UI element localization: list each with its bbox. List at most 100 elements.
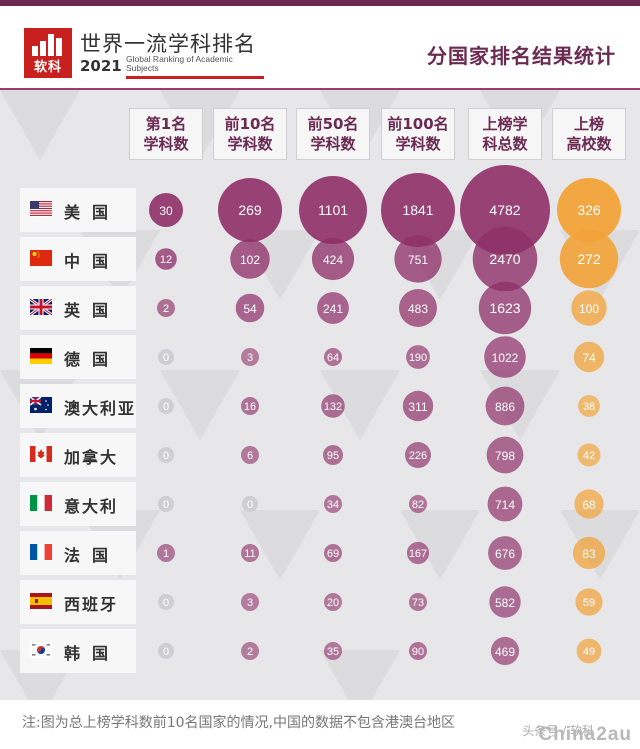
bubble — [324, 544, 342, 562]
bubble — [158, 496, 174, 512]
bubble — [399, 289, 437, 327]
bubble-value-label: 311 — [408, 400, 427, 414]
country-row-label: 意大利 — [20, 482, 136, 526]
title-underline — [126, 76, 264, 79]
watermark-large: China2au — [538, 724, 632, 745]
bubble-value-label: 68 — [582, 498, 596, 512]
bubble-value-label: 2 — [163, 303, 169, 315]
country-name: 法国 — [64, 546, 121, 565]
bubble-value-label: 100 — [579, 302, 599, 316]
column-header-line: 学科数 — [395, 135, 441, 153]
bubble — [559, 229, 619, 289]
country-name: 澳大利亚 — [64, 399, 137, 418]
column-header-line: 科总数 — [482, 135, 528, 153]
bubble-value-label: 1101 — [318, 202, 348, 218]
bubble — [578, 395, 600, 417]
korea-flag-icon — [30, 642, 52, 658]
bubble-value-label: 83 — [582, 547, 596, 561]
france-flag-icon — [30, 544, 52, 560]
country-row-label: 中国 — [20, 237, 136, 281]
logo-text: 软科 — [33, 60, 62, 75]
china-flag-icon — [30, 250, 52, 266]
bubble-value-label: 69 — [327, 548, 339, 560]
bubble — [242, 496, 258, 512]
bubble — [311, 237, 355, 281]
column-header-3: 前50名 学科数 — [296, 108, 370, 160]
bubble-value-label: 34 — [327, 499, 339, 511]
bubble-value-label: 424 — [323, 253, 343, 267]
column-header-2: 前10名 学科数 — [213, 108, 287, 160]
header: 软科 世界一流学科排名 2021 Global Ranking of Acade… — [0, 6, 640, 90]
bubble — [149, 193, 183, 227]
bubble — [157, 544, 175, 562]
logo-bars-icon — [30, 34, 66, 56]
bubble — [235, 293, 265, 323]
bubble-value-label: 30 — [159, 204, 173, 218]
bubble — [241, 348, 259, 366]
germany-flag-icon — [30, 348, 52, 364]
bubble — [158, 398, 174, 414]
column-header-line: 学科数 — [143, 135, 189, 153]
bubble-value-label: 0 — [247, 499, 253, 511]
bubble-value-label: 167 — [409, 548, 427, 560]
uk-flag-icon — [29, 297, 53, 317]
bubble-value-label: 3 — [247, 597, 253, 609]
bubble — [460, 165, 550, 255]
column-header-line: 第1名 — [145, 115, 187, 133]
column-header-5: 上榜学 科总数 — [468, 108, 542, 160]
bubble-value-label: 20 — [327, 597, 339, 609]
bubble — [158, 594, 174, 610]
column-header-line: 前50名 — [307, 115, 359, 133]
bubble — [321, 394, 345, 418]
country-name: 德国 — [64, 350, 121, 369]
bubble — [402, 390, 434, 422]
bubble-value-label: 74 — [582, 351, 596, 365]
country-name: 韩国 — [64, 644, 121, 663]
column-header-line: 前100名 — [387, 115, 449, 133]
ranking-year: 2021 — [80, 57, 122, 75]
bubble-value-label: 0 — [163, 352, 169, 364]
country-row-label: 英国 — [20, 286, 136, 330]
bubble-value-label: 0 — [163, 597, 169, 609]
country-row-label: 韩国 — [20, 629, 136, 673]
bubble — [571, 290, 607, 326]
bubble — [486, 436, 524, 474]
bubble-value-label: 0 — [163, 646, 169, 658]
bubble-value-label: 42 — [583, 450, 595, 462]
canada-flag-icon — [30, 446, 52, 462]
column-header-1: 第1名学科数 — [129, 108, 203, 160]
bubble — [478, 281, 532, 335]
bubble-value-label: 886 — [495, 400, 515, 414]
bubble — [299, 176, 367, 244]
bubble — [409, 642, 427, 660]
column-header-4: 前100名学科数 — [381, 108, 455, 160]
bubble — [488, 536, 522, 570]
bubble — [487, 486, 523, 522]
bubble — [241, 446, 259, 464]
bubble — [241, 642, 259, 660]
bubble — [406, 541, 430, 565]
bubble — [324, 495, 342, 513]
bubble — [484, 336, 526, 378]
country-name: 意大利 — [64, 497, 119, 516]
bubble — [324, 348, 342, 366]
bubble — [218, 178, 282, 242]
bubble-value-label: 64 — [327, 352, 339, 364]
bubble-value-label: 102 — [240, 253, 260, 267]
country-row-label: 法国 — [20, 531, 136, 575]
top-accent-bar — [0, 0, 640, 6]
bubble-value-label: 59 — [583, 597, 595, 609]
bubble — [557, 178, 621, 242]
bubble-value-label: 1623 — [489, 300, 520, 316]
bubble-value-label: 35 — [327, 646, 339, 658]
country-name: 美国 — [64, 203, 121, 222]
country-name: 加拿大 — [64, 448, 119, 467]
bubble-value-label: 0 — [163, 401, 169, 413]
bubble-value-label: 676 — [495, 547, 515, 561]
bubble — [158, 349, 174, 365]
bubble — [485, 386, 525, 426]
bubble-value-label: 2470 — [489, 251, 520, 267]
bubble — [241, 593, 259, 611]
bubble — [155, 248, 177, 270]
